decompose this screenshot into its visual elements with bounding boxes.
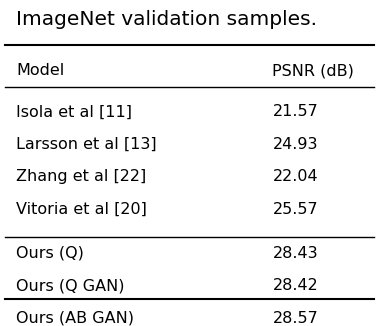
Text: Vitoria et al [20]: Vitoria et al [20] [16,202,147,217]
Text: Ours (Q): Ours (Q) [16,246,84,261]
Text: Ours (AB GAN): Ours (AB GAN) [16,311,135,326]
Text: 22.04: 22.04 [272,169,318,184]
Text: Zhang et al [22]: Zhang et al [22] [16,169,147,184]
Text: 21.57: 21.57 [272,104,318,119]
Text: PSNR (dB): PSNR (dB) [272,64,354,79]
Text: 28.57: 28.57 [272,311,318,326]
Text: Isola et al [11]: Isola et al [11] [16,104,133,119]
Text: 24.93: 24.93 [272,137,318,152]
Text: Model: Model [16,64,65,79]
Text: Ours (Q GAN): Ours (Q GAN) [16,278,125,293]
Text: 28.42: 28.42 [272,278,318,293]
Text: ImageNet validation samples.: ImageNet validation samples. [16,10,317,29]
Text: 25.57: 25.57 [272,202,318,217]
Text: Larsson et al [13]: Larsson et al [13] [16,137,157,152]
Text: 28.43: 28.43 [272,246,318,261]
